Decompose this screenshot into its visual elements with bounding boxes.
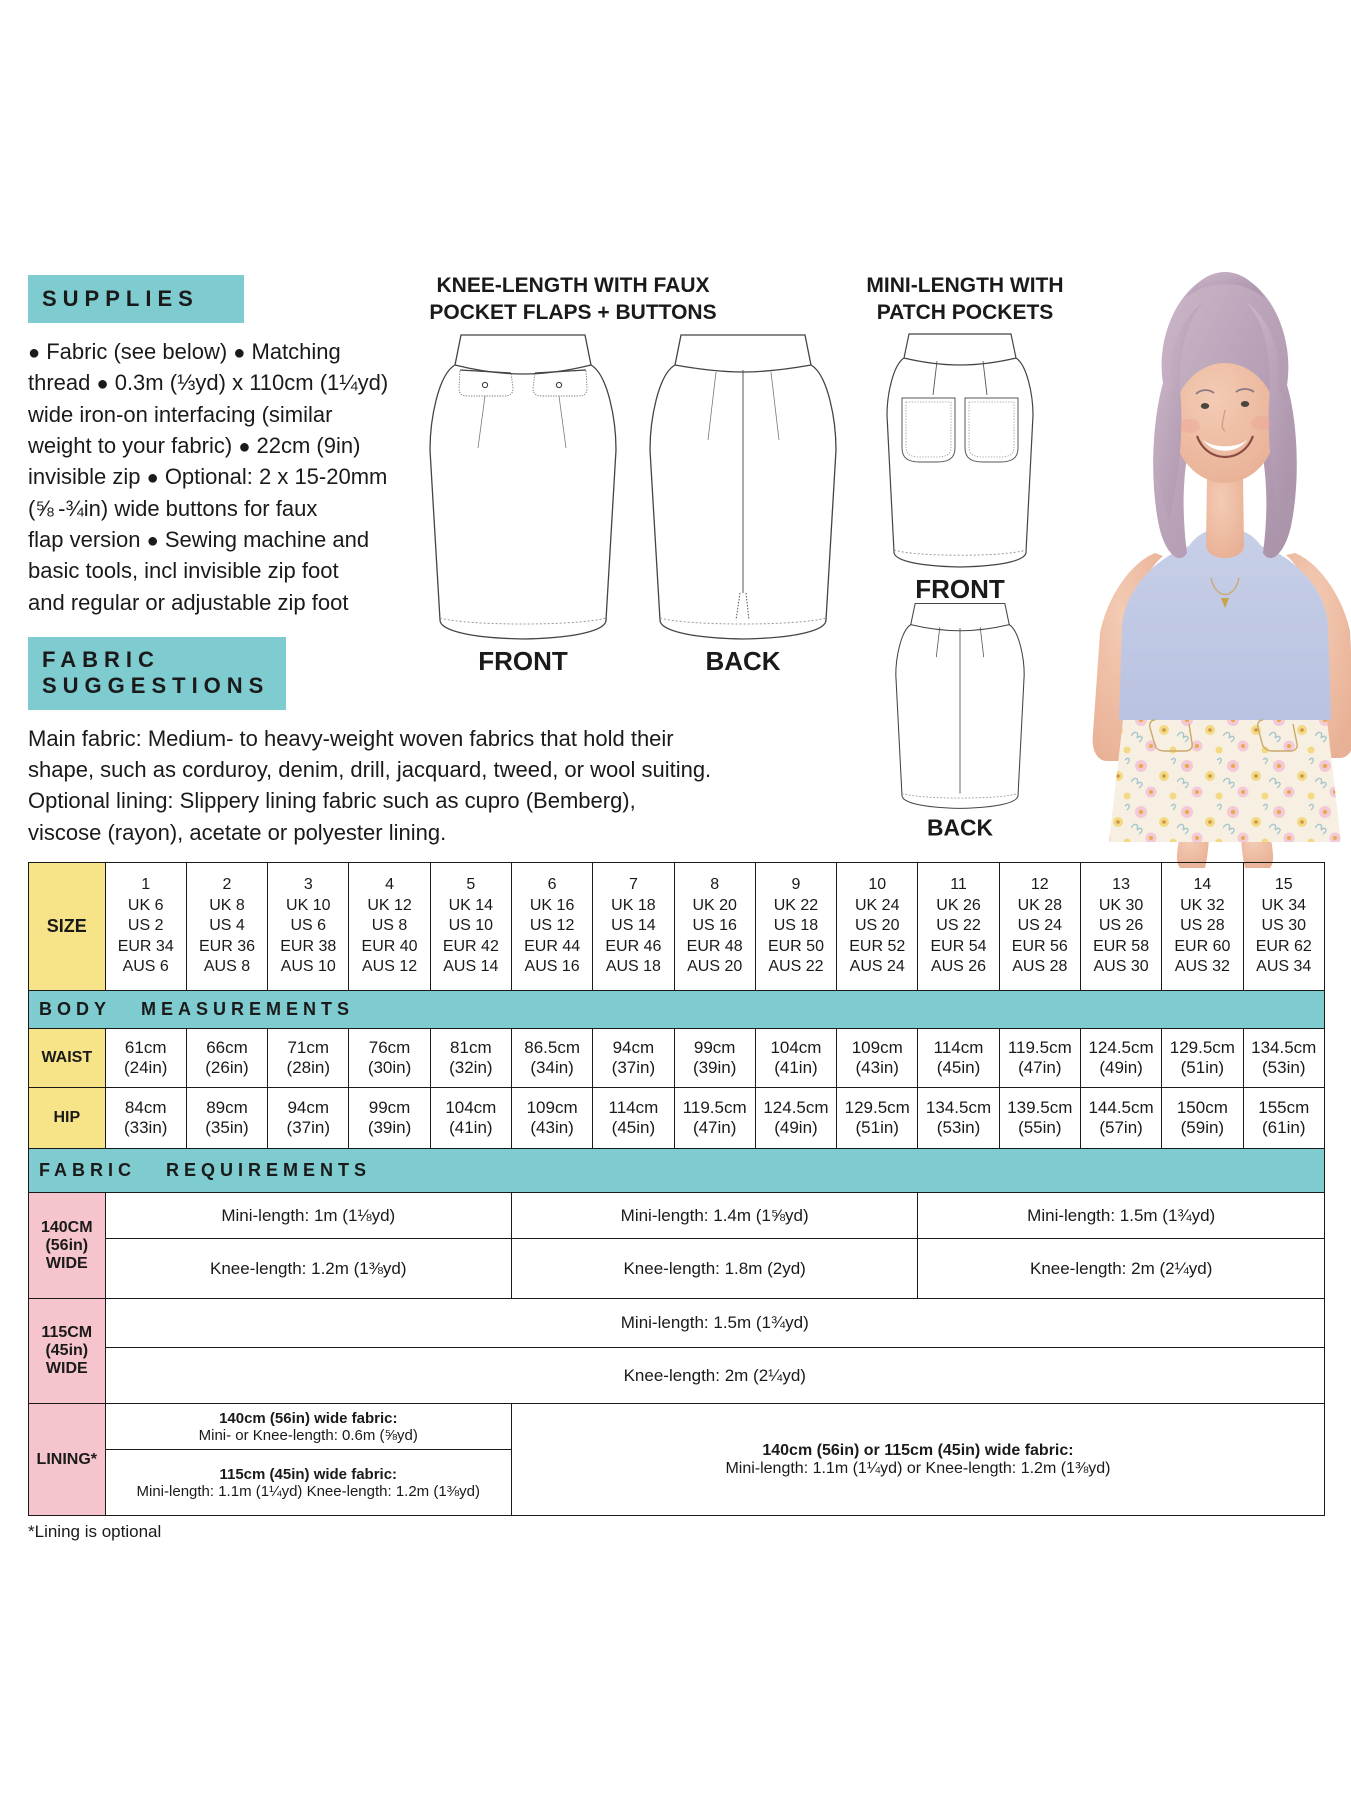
svg-text:BACK: BACK <box>927 815 994 841</box>
svg-text:FRONT: FRONT <box>478 646 568 676</box>
svg-text:BACK: BACK <box>705 646 780 676</box>
